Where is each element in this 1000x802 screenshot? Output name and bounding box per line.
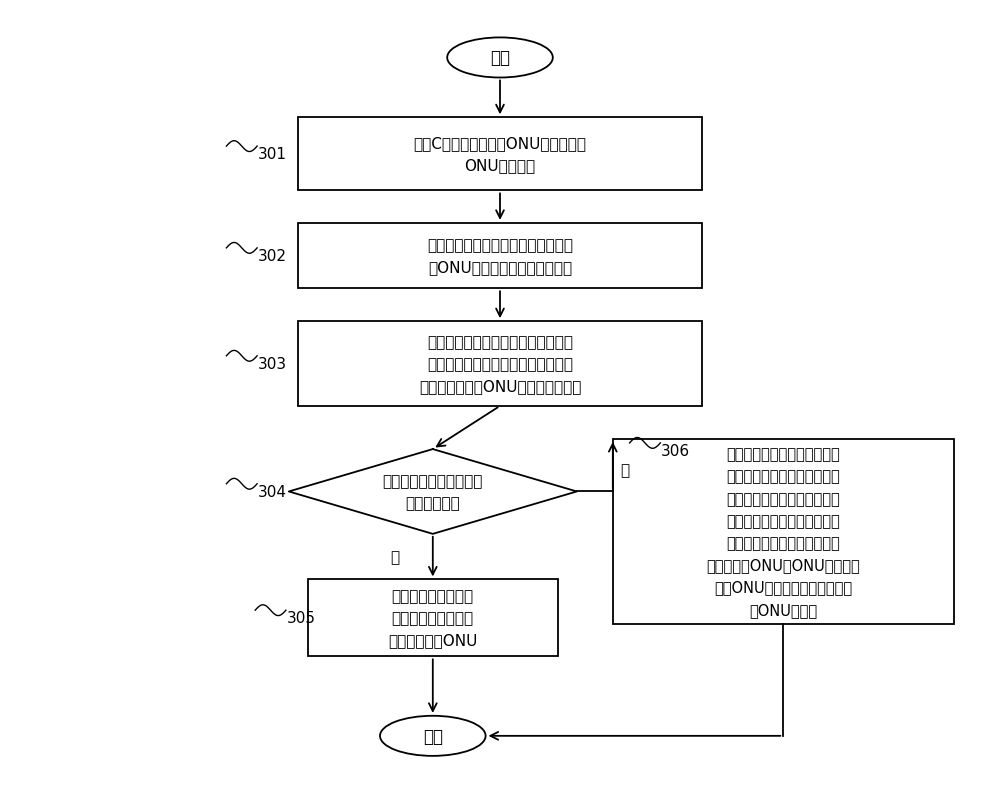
Bar xyxy=(298,322,702,407)
Text: 301: 301 xyxy=(258,147,287,162)
Bar xyxy=(613,439,954,624)
Text: 第一接口所在线卡通
过第二接口将保护切
换消息发送至ONU: 第一接口所在线卡通 过第二接口将保护切 换消息发送至ONU xyxy=(388,589,477,648)
Text: 创建C型保护组并指定ONU主用接口和
ONU备用接口: 创建C型保护组并指定ONU主用接口和 ONU备用接口 xyxy=(414,136,586,173)
Bar xyxy=(308,580,558,657)
Text: 第一接口所在线卡通过保护算法得到
激活口为备用口非激活口为主用口，
并生成需发送到ONU的切换保护消息: 第一接口所在线卡通过保护算法得到 激活口为备用口非激活口为主用口， 并生成需发送… xyxy=(419,334,581,394)
Text: 结束: 结束 xyxy=(423,727,443,745)
Bar xyxy=(298,118,702,191)
Ellipse shape xyxy=(380,716,486,756)
Text: 第一接口所在线卡将需要向光
网络单元发送的保护切换消息
发送至与激活口所连接的第二
接口所在线卡，第二接口所在
线卡通过第二接口将保护切换
消息发送至ONU，O: 第一接口所在线卡将需要向光 网络单元发送的保护切换消息 发送至与激活口所连接的第… xyxy=(706,447,860,617)
Bar xyxy=(298,224,702,289)
Text: 302: 302 xyxy=(258,249,287,264)
Text: 303: 303 xyxy=(258,357,287,371)
Text: 第一接口与第二接口是否
位于同一线卡: 第一接口与第二接口是否 位于同一线卡 xyxy=(383,473,483,510)
Text: 304: 304 xyxy=(258,484,287,500)
Text: 是: 是 xyxy=(390,549,399,565)
Text: 第一接口所在的线卡检测到第一接口
与ONU主用接口之间的通信中断: 第一接口所在的线卡检测到第一接口 与ONU主用接口之间的通信中断 xyxy=(427,237,573,275)
Text: 306: 306 xyxy=(661,444,690,459)
Text: 否: 否 xyxy=(620,463,629,478)
Text: 305: 305 xyxy=(287,610,316,626)
Ellipse shape xyxy=(447,38,553,79)
Text: 开始: 开始 xyxy=(490,50,510,67)
